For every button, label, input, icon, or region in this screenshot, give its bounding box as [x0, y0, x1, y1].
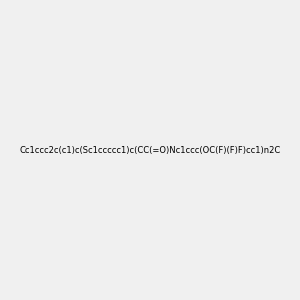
- Text: Cc1ccc2c(c1)c(Sc1ccccc1)c(CC(=O)Nc1ccc(OC(F)(F)F)cc1)n2C: Cc1ccc2c(c1)c(Sc1ccccc1)c(CC(=O)Nc1ccc(O…: [20, 146, 281, 154]
